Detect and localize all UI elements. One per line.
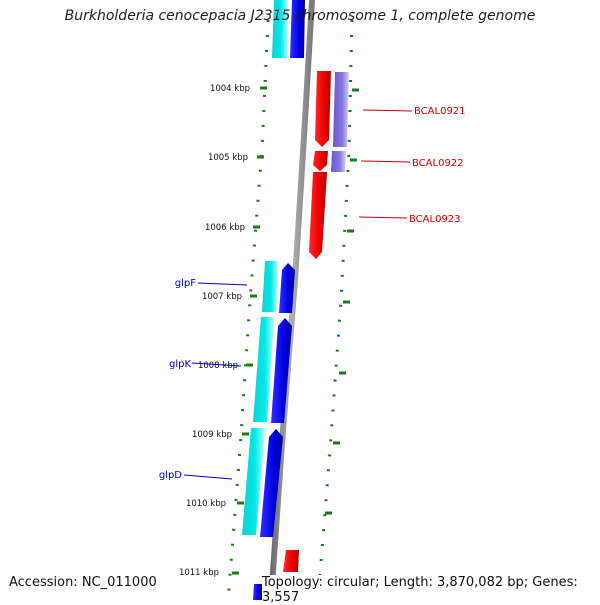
- tick-labels: 1004 kbp 1005 kbp 1006 kbp 1007 kbp 1008…: [179, 84, 250, 578]
- chromosome-backbone: [268, 0, 315, 601]
- gene-feature-BCAL0922[interactable]: [313, 151, 328, 171]
- gene-label-BCAL0922[interactable]: BCAL0922: [412, 158, 464, 169]
- map-title: Burkholderia cenocepacia J2315 chromosom…: [64, 8, 536, 24]
- gene-label-BCAL0921[interactable]: BCAL0921: [414, 106, 466, 117]
- gene-feature-BCAL0923[interactable]: [309, 172, 327, 259]
- tick-label-1011: 1011 kbp: [179, 568, 219, 578]
- cds-feature-top[interactable]: [272, 0, 288, 58]
- outer-guide-arc: [316, 19, 354, 601]
- gene-feature-bottom[interactable]: [253, 584, 262, 600]
- genome-summary: Topology: circular; Length: 3,870,082 bp…: [262, 575, 600, 605]
- gene-feature-bottom-forward[interactable]: [283, 550, 299, 572]
- tick-label-1004: 1004 kbp: [210, 84, 250, 94]
- ticks-inner: [232, 86, 267, 575]
- tick-label-1005: 1005 kbp: [208, 153, 248, 163]
- gene-label-glpD[interactable]: glpD: [159, 470, 182, 481]
- cds-feature-glpK[interactable]: [253, 317, 274, 422]
- gene-feature-glpD[interactable]: [260, 429, 283, 537]
- forward-strand-features: [283, 71, 349, 572]
- cds-feature-BCAL0922[interactable]: [331, 151, 346, 172]
- inner-guide-arc: [226, 19, 270, 601]
- cds-feature-BCAL0921[interactable]: [333, 72, 349, 147]
- gene-feature-top[interactable]: [290, 0, 305, 58]
- reverse-strand-features: [242, 0, 305, 600]
- gene-label-BCAL0923[interactable]: BCAL0923: [409, 214, 461, 225]
- cds-feature-glpD[interactable]: [242, 428, 265, 535]
- tick-label-1009: 1009 kbp: [192, 430, 232, 440]
- tick-label-1008: 1008 kbp: [198, 361, 238, 371]
- tick-label-1006: 1006 kbp: [205, 223, 245, 233]
- gene-label-glpF[interactable]: glpF: [175, 278, 196, 289]
- gene-feature-BCAL0921[interactable]: [315, 71, 331, 147]
- gene-feature-glpF[interactable]: [279, 263, 295, 313]
- tick-label-1007: 1007 kbp: [202, 292, 242, 302]
- tick-label-1010: 1010 kbp: [186, 499, 226, 509]
- right-gene-labels: BCAL0921 BCAL0922 BCAL0923: [358, 106, 466, 225]
- gene-label-glpK[interactable]: glpK: [169, 359, 191, 370]
- gene-feature-glpK[interactable]: [271, 318, 292, 423]
- cds-feature-glpF[interactable]: [262, 261, 278, 312]
- accession-label: Accession: NC_011000: [9, 575, 157, 590]
- left-gene-labels: glpF glpK glpD: [159, 278, 248, 481]
- ticks-outer: [325, 88, 359, 515]
